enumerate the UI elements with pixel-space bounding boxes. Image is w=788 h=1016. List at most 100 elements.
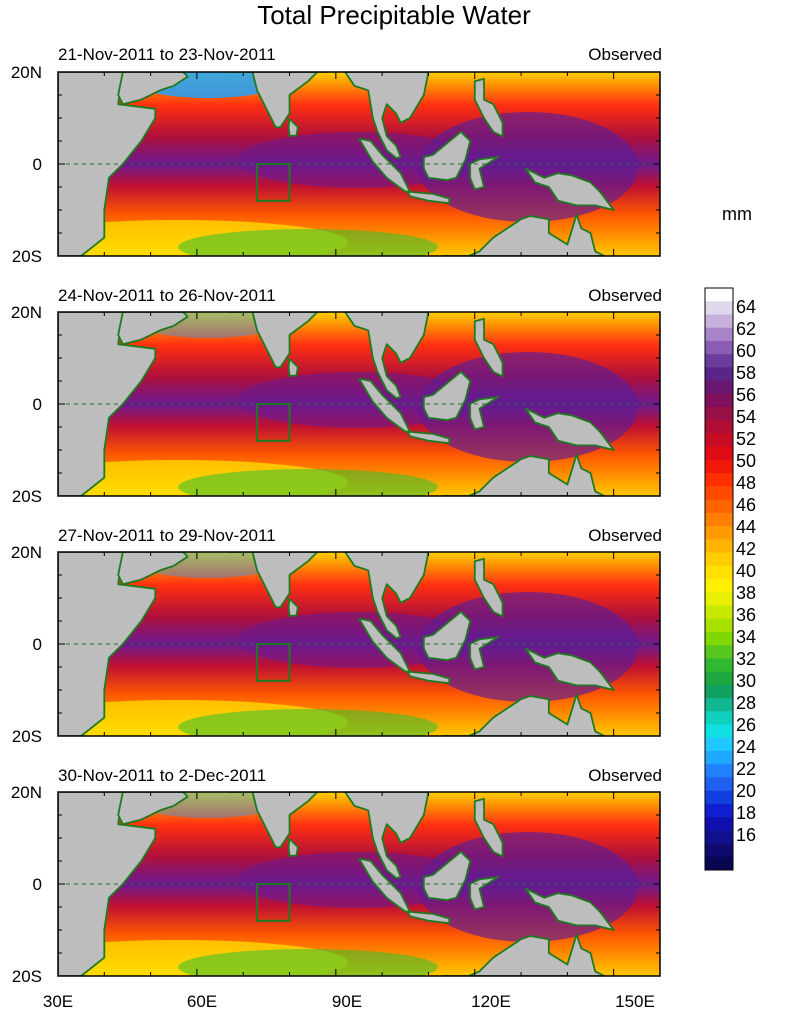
panel-3-landmass-12	[441, 693, 606, 736]
cb-label-58: 58	[736, 363, 757, 383]
panel-4-landmass-7	[406, 910, 451, 924]
panel-3-landmass-4	[287, 598, 299, 617]
panel-4-observed-label: Observed	[588, 766, 662, 785]
panel-4-landmass-12	[441, 933, 606, 976]
colorbar-swatch-35	[705, 737, 733, 752]
panel-3-landmass-8	[422, 610, 472, 661]
cb-label-38: 38	[736, 583, 757, 603]
colorbar-swatch-14	[705, 459, 733, 474]
colorbar-swatch-13	[705, 446, 733, 461]
cb-label-24: 24	[736, 737, 757, 757]
colorbar-swatch-22	[705, 565, 733, 580]
cb-label-60: 60	[736, 341, 757, 361]
panel-2-landmass-10	[473, 317, 504, 378]
colorbar-swatch-10	[705, 407, 733, 421]
panel-4-landmass-3	[228, 792, 328, 849]
panel-3-landmass-9	[469, 636, 499, 671]
cb-label-28: 28	[736, 693, 757, 713]
colorbar-swatch-19	[705, 526, 733, 540]
colorbar-swatch-31	[705, 684, 733, 699]
map-panel-4	[57, 791, 661, 977]
cb-label-20: 20	[736, 781, 757, 801]
cb-label-40: 40	[736, 561, 757, 581]
cb-label-56: 56	[736, 385, 757, 405]
panel-3-landmass-10	[473, 558, 504, 618]
colorbar-swatch-20	[705, 539, 733, 554]
panel-2-lat-20n: 20N	[10, 303, 42, 322]
colorbar-swatch-34	[705, 724, 733, 739]
colorbar-swatch-12	[705, 433, 733, 448]
panel-3-lat-20s: 20S	[11, 727, 42, 746]
colorbar-swatch-6	[705, 354, 733, 368]
colorbar-swatch-15	[705, 473, 733, 487]
panel-2-lat-0: 0	[32, 395, 42, 414]
figure-title: Total Precipitable Water	[257, 0, 531, 30]
cb-label-34: 34	[736, 627, 757, 647]
panel-1-lat-20n: 20N	[10, 63, 42, 82]
lon-label-30e: 30E	[42, 992, 74, 1011]
cb-label-26: 26	[736, 715, 757, 735]
panel-1-landmass-10	[473, 78, 504, 138]
panel-2-landmass-2	[117, 312, 189, 346]
colorbar-unit: mm	[722, 204, 752, 224]
panel-3-lat-20n: 20N	[10, 543, 42, 562]
cb-label-30: 30	[736, 671, 757, 691]
panel-4-landmass-8	[422, 850, 472, 901]
panel-3-date: 27-Nov-2011 to 29-Nov-2011	[58, 526, 276, 545]
colorbar-swatch-18	[705, 512, 733, 527]
cb-label-32: 32	[736, 649, 757, 669]
panel-4-lat-0: 0	[32, 875, 42, 894]
panel-3-landmass-7	[406, 670, 451, 684]
colorbar-swatch-17	[705, 499, 733, 514]
colorbar-swatch-5	[705, 340, 733, 355]
colorbar-swatch-28	[705, 645, 733, 659]
colorbar-swatch-24	[705, 592, 733, 606]
cb-label-48: 48	[736, 473, 757, 493]
colorbar-swatch-41	[705, 817, 733, 831]
colorbar-swatch-2	[705, 301, 733, 315]
colorbar-swatch-44	[705, 856, 733, 871]
colorbar-swatch-32	[705, 698, 733, 712]
cb-label-42: 42	[736, 539, 757, 559]
cb-label-44: 44	[736, 517, 757, 537]
panel-1-date: 21-Nov-2011 to 23-Nov-2011	[58, 45, 276, 64]
panel-1-lat-20s: 20S	[11, 247, 42, 266]
colorbar-swatch-43	[705, 843, 733, 858]
colorbar-swatch-27	[705, 631, 733, 646]
panel-3-landmass-11	[524, 647, 615, 691]
colorbar-swatch-36	[705, 750, 733, 765]
panel-4-analysis-box	[256, 883, 291, 922]
colorbar-swatch-38	[705, 777, 733, 792]
panel-2-landmass-8	[422, 370, 472, 422]
panel-2-landmass-3	[228, 312, 328, 369]
cb-label-62: 62	[736, 319, 757, 339]
colorbar-swatch-1	[705, 288, 733, 302]
colorbar-swatch-21	[705, 552, 733, 567]
panel-2-landmass-5	[344, 312, 430, 399]
panel-4-lat-20s: 20S	[11, 967, 42, 986]
panel-3-landmass-3	[228, 552, 328, 609]
panel-4-landmass-10	[473, 798, 504, 858]
colorbar-swatch-37	[705, 764, 733, 778]
panel-1-landmass-5	[344, 72, 430, 159]
panel-1-landmass-7	[406, 190, 451, 205]
colorbar-swatch-8	[705, 380, 733, 395]
panel-4-landmass-2	[117, 792, 189, 826]
panel-2-landmass-4	[287, 358, 299, 377]
cb-label-16: 16	[736, 825, 757, 845]
panel-4-landmass-11	[524, 887, 615, 931]
panel-1-landmass-8	[422, 130, 472, 182]
panel-2-observed-label: Observed	[588, 286, 662, 305]
panel-2-lat-20s: 20S	[11, 487, 42, 506]
panel-1-landmass-4	[287, 118, 299, 137]
panel-3-observed-label: Observed	[588, 526, 662, 545]
map-panel-3	[57, 551, 661, 737]
colorbar-swatch-33	[705, 711, 733, 725]
lon-label-120e: 120E	[471, 992, 511, 1011]
panel-1-observed-label: Observed	[588, 45, 662, 64]
panel-4-landmass-5	[344, 792, 430, 879]
cb-label-50: 50	[736, 451, 757, 471]
panel-4-landmass-9	[469, 876, 499, 911]
colorbar-swatch-11	[705, 420, 733, 434]
map-panel-2	[57, 311, 661, 497]
